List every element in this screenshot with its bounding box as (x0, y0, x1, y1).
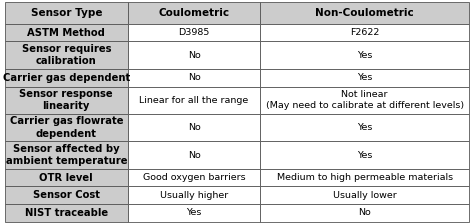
Text: D3985: D3985 (178, 28, 210, 37)
Text: Medium to high permeable materials: Medium to high permeable materials (277, 173, 453, 182)
Text: Not linear
(May need to calibrate at different levels): Not linear (May need to calibrate at dif… (266, 90, 464, 110)
Bar (260, 204, 469, 222)
Text: Good oxygen barriers: Good oxygen barriers (143, 173, 246, 182)
Text: Yes: Yes (357, 151, 373, 160)
Text: Yes: Yes (357, 73, 373, 82)
Text: Carrier gas dependent: Carrier gas dependent (3, 73, 130, 83)
Bar (128, 169, 260, 186)
Bar (260, 69, 469, 86)
Bar (5, 69, 128, 86)
Bar (128, 2, 260, 24)
Bar (128, 186, 260, 204)
Text: Yes: Yes (186, 209, 202, 218)
Bar (5, 169, 128, 186)
Text: No: No (188, 73, 201, 82)
Bar (128, 204, 260, 222)
Bar (128, 24, 260, 41)
Bar (260, 141, 469, 169)
Bar (5, 114, 128, 141)
Text: F2622: F2622 (350, 28, 379, 37)
Text: Sensor Type: Sensor Type (30, 8, 102, 18)
Text: Usually lower: Usually lower (333, 191, 397, 200)
Bar (260, 186, 469, 204)
Text: ASTM Method: ASTM Method (27, 28, 105, 38)
Text: No: No (358, 209, 371, 218)
Bar (5, 2, 128, 24)
Bar (260, 41, 469, 69)
Text: No: No (188, 123, 201, 132)
Text: Yes: Yes (357, 51, 373, 60)
Text: No: No (188, 151, 201, 160)
Text: Sensor response
linearity: Sensor response linearity (19, 89, 113, 111)
Bar (260, 86, 469, 114)
Bar (260, 24, 469, 41)
Bar (5, 186, 128, 204)
Text: Sensor Cost: Sensor Cost (33, 190, 100, 200)
Text: Usually higher: Usually higher (160, 191, 228, 200)
Bar (128, 141, 260, 169)
Bar (5, 24, 128, 41)
Text: NIST traceable: NIST traceable (25, 208, 108, 218)
Text: No: No (188, 51, 201, 60)
Bar (128, 69, 260, 86)
Bar (128, 114, 260, 141)
Bar (5, 141, 128, 169)
Text: Coulometric: Coulometric (158, 8, 229, 18)
Text: Linear for all the range: Linear for all the range (139, 96, 249, 105)
Bar (260, 2, 469, 24)
Bar (260, 114, 469, 141)
Text: Sensor affected by
ambient temperature: Sensor affected by ambient temperature (6, 144, 127, 166)
Text: OTR level: OTR level (39, 173, 93, 183)
Text: Non-Coulometric: Non-Coulometric (315, 8, 414, 18)
Bar (5, 41, 128, 69)
Text: Yes: Yes (357, 123, 373, 132)
Bar (260, 169, 469, 186)
Bar (128, 86, 260, 114)
Bar (128, 41, 260, 69)
Text: Carrier gas flowrate
dependent: Carrier gas flowrate dependent (9, 116, 123, 139)
Bar (5, 204, 128, 222)
Bar (5, 86, 128, 114)
Text: Sensor requires
calibration: Sensor requires calibration (21, 44, 111, 66)
